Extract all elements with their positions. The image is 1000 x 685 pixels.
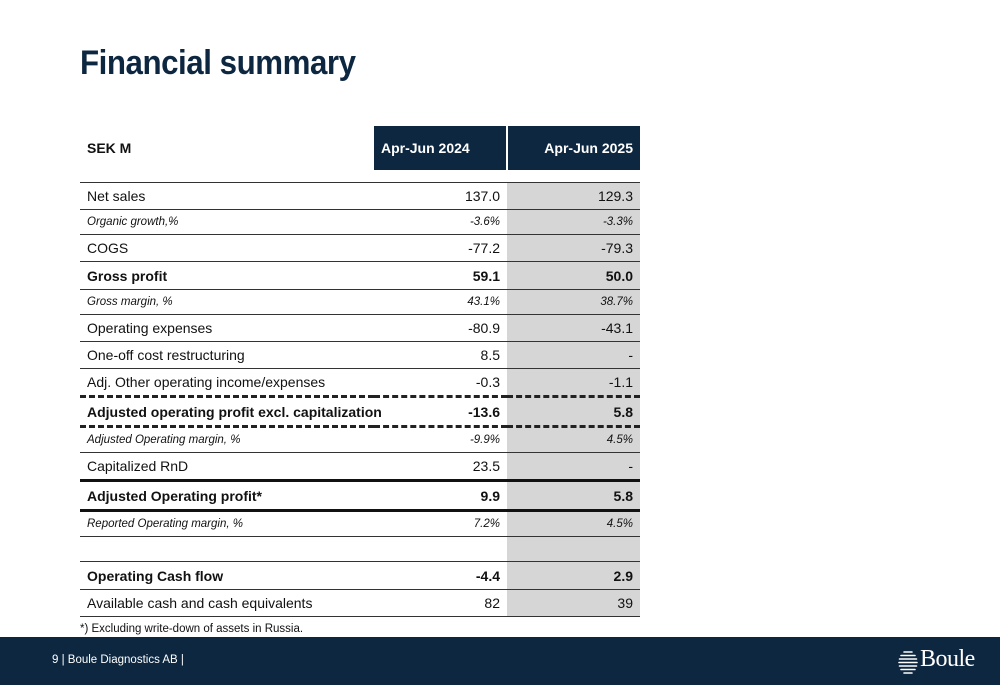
value-2025: -3.3%	[507, 209, 640, 235]
table-row-gross-profit: Gross profit 59.1 50.0	[80, 261, 640, 290]
value-2025: 5.8	[507, 479, 640, 512]
table-row-cogs: COGS -77.2 -79.3	[80, 234, 640, 262]
value-2024: 43.1%	[374, 289, 507, 315]
table-row-adj-other-operating: Adj. Other operating income/expenses -0.…	[80, 368, 640, 397]
value-2025: -	[507, 341, 640, 369]
value-2024: 59.1	[374, 261, 507, 290]
table-row-gross-margin: Gross margin, % 43.1% 38.7%	[80, 289, 640, 315]
header-period-2024: Apr-Jun 2024	[374, 126, 508, 170]
row-label: Net sales	[80, 182, 374, 210]
row-label: Adjusted operating profit excl. capitali…	[80, 395, 382, 428]
row-label: Operating expenses	[80, 314, 374, 342]
row-label: Gross profit	[80, 261, 374, 290]
footnote: *) Excluding write-down of assets in Rus…	[80, 623, 304, 635]
table-row-operating-expenses: Operating expenses -80.9 -43.1	[80, 314, 640, 342]
financial-summary-table: SEK M Apr-Jun 2024 Apr-Jun 2025 Net sale…	[80, 126, 640, 617]
table-row-net-sales: Net sales 137.0 129.3	[80, 182, 640, 210]
value-2024: -4.4	[374, 561, 507, 590]
value-2024: -9.9%	[374, 426, 507, 453]
value-2024	[374, 536, 507, 562]
value-2025: 38.7%	[507, 289, 640, 315]
table-row-adj-operating-profit: Adjusted Operating profit* 9.9 5.8	[80, 479, 640, 512]
table-row-capitalized-rnd: Capitalized RnD 23.5 -	[80, 452, 640, 481]
value-2025	[507, 536, 640, 562]
value-2024: 7.2%	[374, 510, 507, 537]
table-row-organic-growth: Organic growth,% -3.6% -3.3%	[80, 209, 640, 235]
page-title: Financial summary	[80, 44, 356, 82]
value-2024: 23.5	[374, 452, 507, 481]
row-label: One-off cost restructuring	[80, 341, 374, 369]
row-label: Adj. Other operating income/expenses	[80, 368, 374, 397]
table-row-operating-cash-flow: Operating Cash flow -4.4 2.9	[80, 561, 640, 590]
table-header-row: SEK M Apr-Jun 2024 Apr-Jun 2025	[80, 126, 640, 170]
row-label: Reported Operating margin, %	[80, 510, 374, 537]
row-label: Organic growth,%	[80, 209, 374, 235]
row-label: Available cash and cash equivalents	[80, 589, 374, 617]
value-2024: -13.6	[374, 395, 507, 428]
table-row-one-off-cost: One-off cost restructuring 8.5 -	[80, 341, 640, 369]
row-label: Gross margin, %	[80, 289, 374, 315]
value-2025: 129.3	[507, 182, 640, 210]
table-row-blank	[80, 536, 640, 562]
value-2024: -3.6%	[374, 209, 507, 235]
header-period-2025: Apr-Jun 2025	[507, 126, 640, 170]
logo-wordmark: Boule	[920, 646, 975, 672]
footer-page-info: 9 | Boule Diagnostics AB |	[52, 654, 184, 666]
table-row-reported-operating-margin: Reported Operating margin, % 7.2% 4.5%	[80, 510, 640, 537]
value-2024: -80.9	[374, 314, 507, 342]
row-label: Adjusted Operating profit*	[80, 479, 374, 512]
header-unit: SEK M	[80, 126, 374, 170]
row-label: Capitalized RnD	[80, 452, 374, 481]
value-2024: -0.3	[374, 368, 507, 397]
row-label: COGS	[80, 234, 374, 262]
value-2024: 8.5	[374, 341, 507, 369]
value-2025: -1.1	[507, 368, 640, 397]
value-2024: 82	[374, 589, 507, 617]
row-label: Operating Cash flow	[80, 561, 374, 590]
table-row-adj-operating-profit-excl-cap: Adjusted operating profit excl. capitali…	[80, 395, 640, 428]
footer-bar: 9 | Boule Diagnostics AB | Boule	[0, 637, 1000, 685]
boule-logo-icon	[898, 651, 918, 674]
value-2024: 9.9	[374, 479, 507, 512]
value-2025: 4.5%	[507, 510, 640, 537]
row-label: Adjusted Operating margin, %	[80, 426, 374, 453]
value-2025: 39	[507, 589, 640, 617]
table-row-adj-operating-margin: Adjusted Operating margin, % -9.9% 4.5%	[80, 426, 640, 453]
value-2025: 4.5%	[507, 426, 640, 453]
table-row-available-cash: Available cash and cash equivalents 82 3…	[80, 589, 640, 617]
boule-logo: Boule	[898, 646, 978, 676]
value-2024: -77.2	[374, 234, 507, 262]
value-2025: -43.1	[507, 314, 640, 342]
spacer-row	[80, 170, 640, 183]
value-2025: 50.0	[507, 261, 640, 290]
value-2025: -79.3	[507, 234, 640, 262]
row-label	[80, 536, 374, 562]
value-2025: 2.9	[507, 561, 640, 590]
value-2025: 5.8	[507, 395, 640, 428]
value-2025: -	[507, 452, 640, 481]
value-2024: 137.0	[374, 182, 507, 210]
